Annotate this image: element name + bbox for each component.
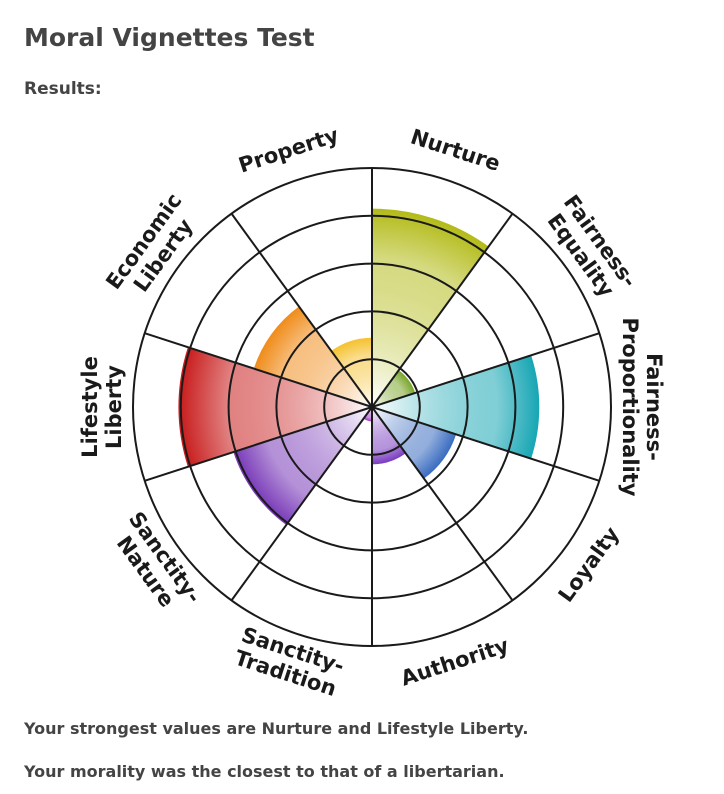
wedge <box>233 407 372 525</box>
category-label: Property <box>236 123 342 178</box>
spoke <box>144 406 373 482</box>
category-label: Fairness-Proportionality <box>618 318 666 497</box>
category-label-line: Property <box>236 123 342 178</box>
wedge <box>372 370 416 407</box>
category-label: Nurture <box>408 125 503 176</box>
category-label: Lifestyle Liberty <box>78 356 126 458</box>
spoke <box>371 213 514 408</box>
wedge <box>372 355 540 459</box>
category-label-line: Liberty <box>102 365 126 449</box>
spoke <box>371 406 600 482</box>
spoke <box>371 406 514 601</box>
spoke <box>371 332 600 408</box>
spoke <box>230 406 373 601</box>
wedge <box>372 208 489 407</box>
wedge <box>331 337 372 407</box>
subtitle: Results: <box>24 79 102 99</box>
wedge <box>178 347 372 467</box>
category-label-line: Proportionality <box>618 318 642 497</box>
page-title: Moral Vignettes Test <box>24 23 315 52</box>
category-label: Loyalty <box>554 522 624 606</box>
category-label: Fairness-Equality <box>543 191 642 302</box>
category-label-line: Loyalty <box>554 522 624 606</box>
category-label: Sanctity-Nature <box>112 507 206 611</box>
category-label-line: Lifestyle <box>78 356 102 458</box>
spoke <box>144 332 373 408</box>
result-text: Your morality was the closest to that of… <box>23 762 505 781</box>
category-label-line: Fairness- <box>642 353 666 461</box>
chart: Nurture Fairness-Equality Fairness-Proport… <box>78 123 666 701</box>
result-text: Your strongest values are Nurture and Li… <box>23 719 528 738</box>
category-label-line: Nurture <box>408 125 503 176</box>
wedge <box>372 407 406 465</box>
wedge <box>372 407 457 479</box>
wedge <box>253 306 372 407</box>
spoke <box>230 213 373 408</box>
category-label: Sanctity-Tradition <box>232 623 348 701</box>
